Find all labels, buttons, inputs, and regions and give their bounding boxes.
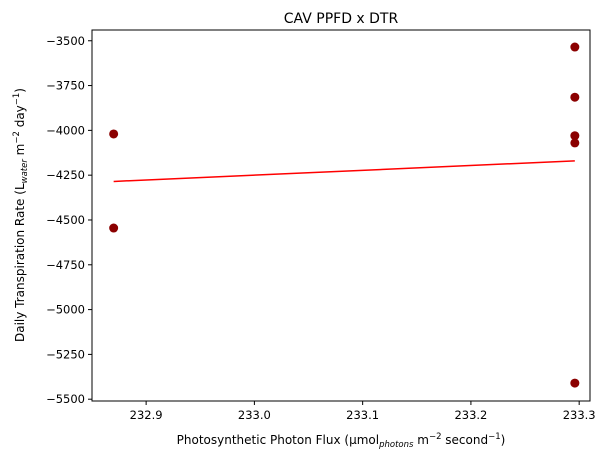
x-tick-label: 233.1: [346, 408, 379, 422]
x-tick-label: 232.9: [130, 408, 163, 422]
y-tick-label: −4750: [46, 258, 85, 272]
y-axis-label: Daily Transpiration Rate (Lwater m−2 day…: [12, 88, 30, 342]
x-tick-label: 233.2: [454, 408, 487, 422]
x-tick-label: 233.0: [238, 408, 271, 422]
data-point: [570, 131, 580, 141]
y-tick-label: −3750: [46, 79, 85, 93]
data-point: [570, 138, 580, 148]
data-point: [570, 378, 580, 388]
y-tick-label: −4000: [46, 123, 85, 137]
x-axis-label: Photosynthetic Photon Flux (μmolphotons …: [177, 432, 506, 450]
data-point: [570, 42, 580, 52]
data-point: [109, 223, 119, 233]
y-tick-label: −5000: [46, 303, 85, 317]
fit-line: [113, 160, 575, 183]
y-tick-label: −4500: [46, 213, 85, 227]
y-tick-label: −3500: [46, 34, 85, 48]
data-point: [109, 129, 119, 139]
x-tick-label: 233.3: [563, 408, 596, 422]
axis-ticks: 232.9 233.0 233.1 233.2 233.3 −3500 −3750 −4000…: [46, 34, 596, 422]
y-tick-label: −5250: [46, 347, 85, 361]
y-tick-label: −5500: [46, 392, 85, 406]
chart-title: CAV PPFD x DTR: [284, 11, 399, 27]
data-point: [570, 92, 580, 102]
y-tick-label: −4250: [46, 168, 85, 182]
plot-frame: [91, 29, 591, 402]
data-points: [109, 42, 580, 388]
